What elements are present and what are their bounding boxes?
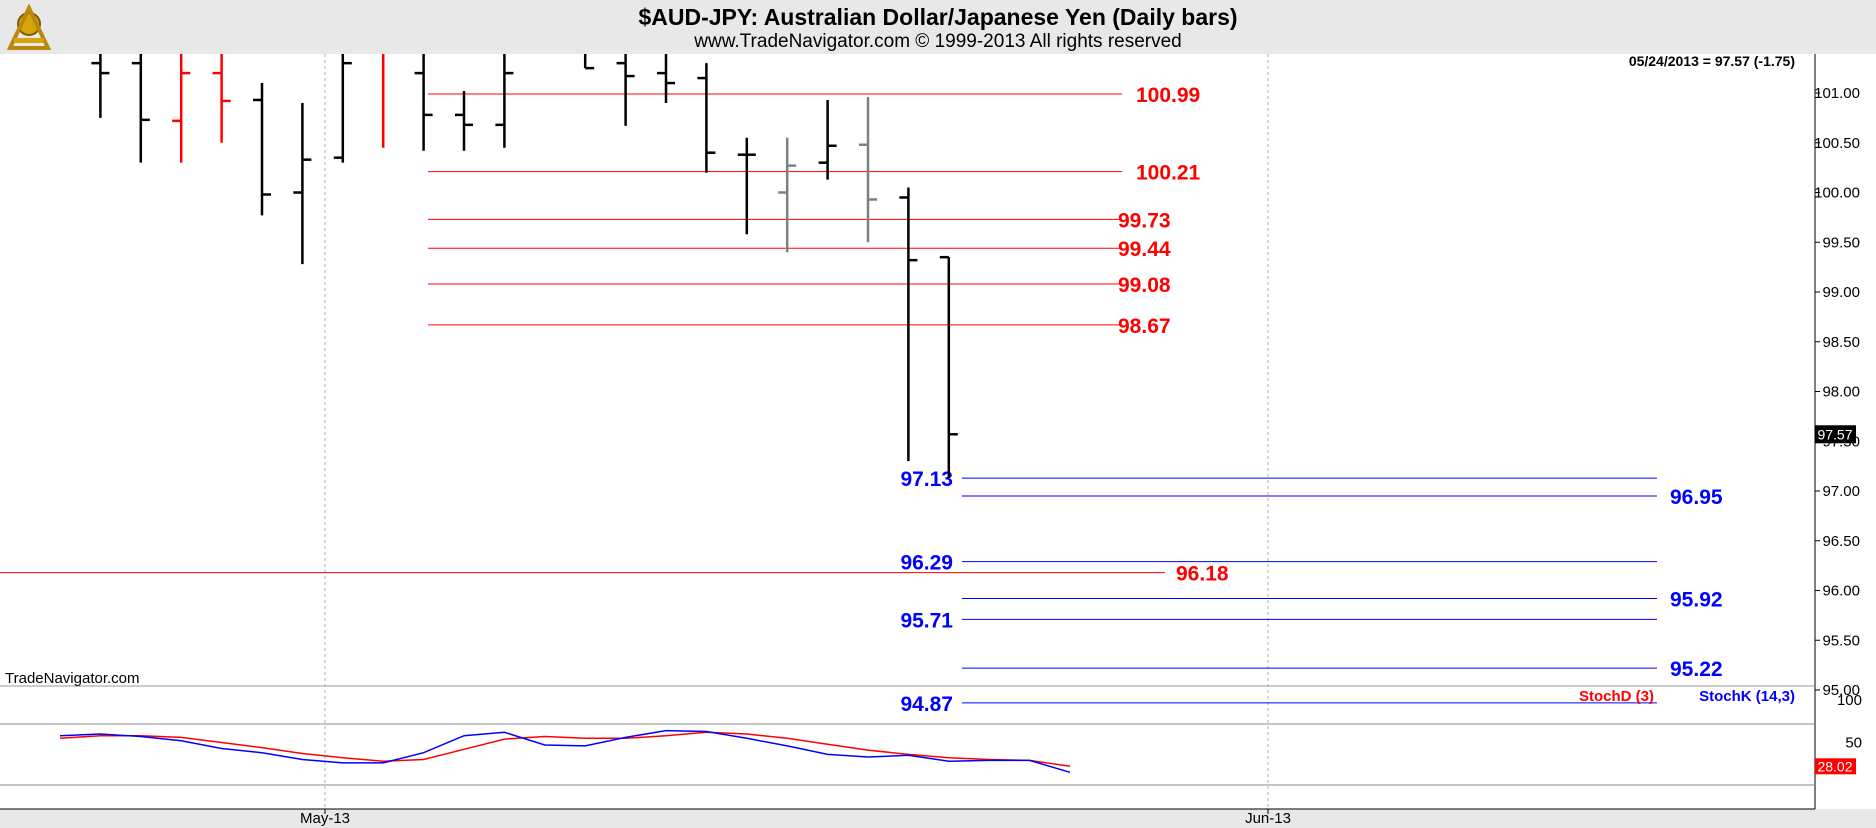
ohlc-bar — [495, 54, 514, 148]
ohlc-bar — [737, 137, 756, 235]
ohlc-bar — [859, 96, 877, 243]
y-tick-label: 100.00 — [1814, 185, 1860, 202]
y-tick-label: 97.00 — [1822, 483, 1860, 500]
sextant-logo-icon — [6, 3, 52, 50]
date-axis-background — [0, 809, 1876, 828]
x-tick-label: May-13 — [300, 810, 350, 827]
support-level-label: 95.92 — [1670, 588, 1723, 611]
support-level-label: 94.87 — [900, 693, 953, 716]
y-tick-label: 101.00 — [1814, 85, 1860, 102]
stoch-series-line — [59, 729, 1071, 774]
stoch-y-tick-label: 50 — [1845, 735, 1862, 752]
ohlc-bar — [583, 54, 595, 70]
ohlc-bar — [899, 187, 918, 462]
y-tick-label: 99.00 — [1822, 284, 1860, 301]
price-tag-label: 97.57 — [1817, 426, 1852, 442]
support-level-label: 96.29 — [900, 552, 953, 575]
title-bar — [0, 0, 1876, 54]
support-level-label: 95.22 — [1670, 658, 1723, 681]
y-tick-label: 95.50 — [1822, 632, 1860, 649]
ohlc-bar — [253, 83, 271, 216]
support-level-label: 96.95 — [1670, 486, 1723, 509]
ohlc-bar — [455, 91, 473, 151]
ohlc-bar — [657, 54, 675, 103]
y-tick-label: 96.00 — [1822, 583, 1860, 600]
ohlc-bar — [818, 99, 837, 180]
ohlc-bar — [697, 63, 716, 173]
support-level-label: 97.13 — [900, 468, 953, 491]
resistance-level-label: 99.44 — [1118, 238, 1171, 261]
ohlc-bar — [333, 54, 352, 163]
resistance-level-label: 96.18 — [1176, 563, 1229, 586]
price-tag-box — [1815, 425, 1856, 444]
y-tick-label: 95.00 — [1822, 682, 1860, 699]
ohlc-bar — [212, 54, 231, 143]
resistance-level-label: 99.08 — [1118, 274, 1171, 297]
y-tick-label: 98.50 — [1822, 334, 1860, 351]
ohlc-bar — [414, 54, 433, 151]
ohlc-bar — [616, 54, 635, 126]
y-tick-label: 98.00 — [1822, 384, 1860, 401]
stochd-legend: StochD (3) — [1579, 688, 1654, 705]
chart-title: $AUD-JPY: Australian Dollar/Japanese Yen… — [638, 4, 1238, 30]
resistance-level-label: 100.99 — [1136, 84, 1200, 107]
resistance-level-label: 100.21 — [1136, 162, 1201, 185]
x-tick-label: Jun-13 — [1245, 810, 1291, 827]
ohlc-bar — [778, 137, 797, 253]
y-tick-label: 96.50 — [1822, 533, 1860, 550]
watermark-label: TradeNavigator.com — [5, 670, 140, 687]
last-quote-label: 05/24/2013 = 97.57 (-1.75) — [1629, 53, 1795, 69]
ohlc-bar — [131, 54, 150, 163]
ohlc-bar — [91, 54, 110, 118]
ohlc-bar — [293, 102, 312, 265]
resistance-level-label: 99.73 — [1118, 209, 1171, 232]
stoch-tag-box — [1815, 758, 1856, 775]
stoch-tag-label: 28.02 — [1817, 758, 1852, 774]
ohlc-bar — [939, 255, 958, 479]
y-tick-label: 100.50 — [1814, 135, 1860, 152]
stoch-y-tick-label: 100 — [1837, 692, 1862, 709]
y-tick-label: 99.50 — [1822, 234, 1860, 251]
support-level-label: 95.71 — [900, 609, 953, 632]
stoch-series-line — [59, 731, 1071, 768]
resistance-level-label: 98.67 — [1118, 315, 1171, 338]
stochk-legend: StochK (14,3) — [1699, 688, 1795, 705]
ohlc-bar — [172, 54, 191, 163]
copyright-text: www.TradeNavigator.com © 1999-2013 All r… — [694, 31, 1182, 52]
